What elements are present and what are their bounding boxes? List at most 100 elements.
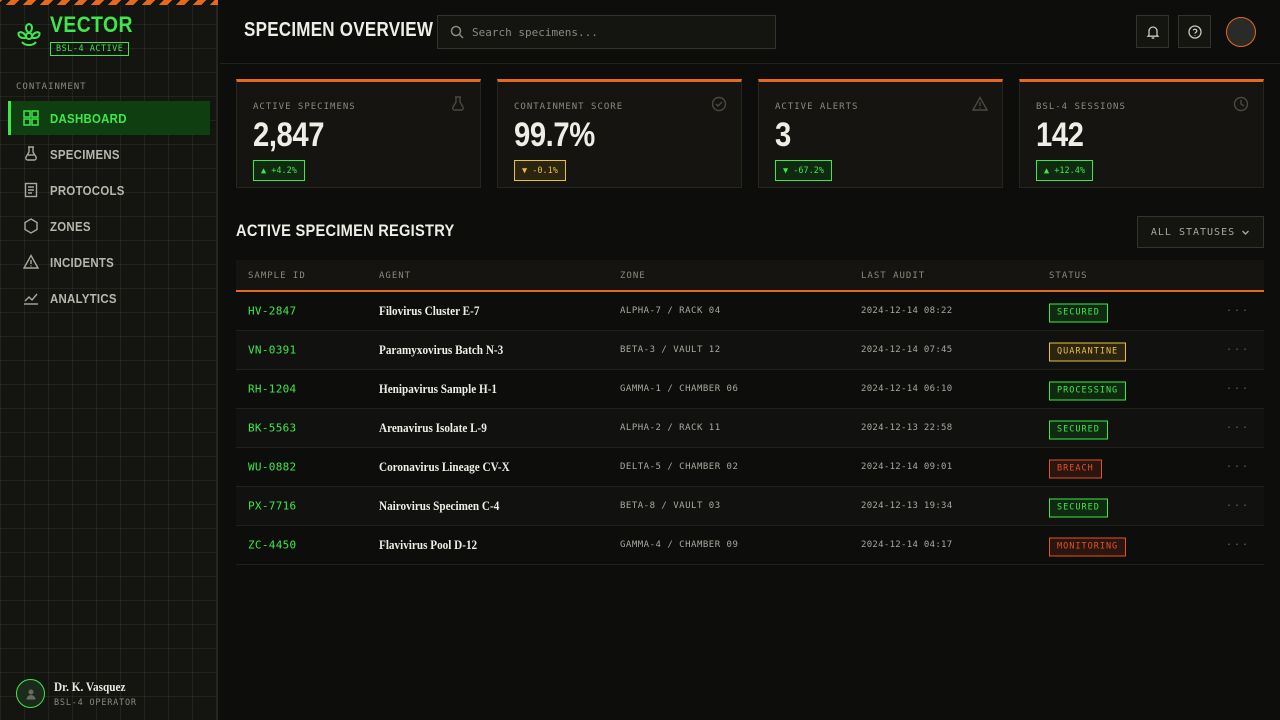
hexagon-icon bbox=[22, 217, 40, 235]
last-audit-time: 2024-12-14 07:45 bbox=[861, 345, 953, 355]
sample-id[interactable]: ZC-4450 bbox=[248, 538, 297, 552]
brand-title: VECTOR bbox=[50, 12, 133, 37]
status-filter-dropdown[interactable]: ALL STATUSES bbox=[1137, 216, 1264, 248]
table-row[interactable]: WU-0882 Coronavirus Lineage CV-X DELTA-5… bbox=[236, 448, 1264, 487]
table-row[interactable]: PX-7716 Nairovirus Specimen C-4 BETA-8 /… bbox=[236, 487, 1264, 526]
page-title: SPECIMEN OVERVIEW bbox=[244, 19, 434, 41]
bell-icon bbox=[1146, 25, 1159, 39]
stat-label: ACTIVE SPECIMENS bbox=[253, 102, 356, 112]
status-cell: MONITORING bbox=[1049, 534, 1127, 557]
sidebar-item-dashboard[interactable]: DASHBOARD bbox=[8, 101, 210, 135]
stat-value: 99.7% bbox=[514, 116, 595, 154]
sample-id[interactable]: VN-0391 bbox=[248, 343, 297, 357]
stat-card-active-alerts: ACTIVE ALERTS 3 ▼ -67.2% bbox=[758, 79, 1003, 188]
last-audit-time: 2024-12-13 19:34 bbox=[861, 501, 953, 511]
zone-location: ALPHA-7 / RACK 04 bbox=[620, 306, 721, 316]
status-badge: SECURED bbox=[1049, 420, 1108, 440]
column-header-sample-id[interactable]: SAMPLE ID bbox=[248, 271, 306, 281]
column-header-status[interactable]: STATUS bbox=[1049, 271, 1088, 281]
check-circle-icon bbox=[711, 96, 727, 112]
row-actions-button[interactable]: ··· bbox=[1225, 383, 1250, 395]
registry-title: ACTIVE SPECIMEN REGISTRY bbox=[236, 221, 455, 240]
user-icon bbox=[26, 689, 35, 699]
agent-name: Nairovirus Specimen C-4 bbox=[379, 498, 500, 513]
status-cell: SECURED bbox=[1049, 300, 1108, 323]
stat-label: CONTAINMENT SCORE bbox=[514, 102, 624, 112]
stat-label: BSL-4 SESSIONS bbox=[1036, 102, 1126, 112]
stat-delta-badge: ▼ -67.2% bbox=[775, 160, 832, 181]
sample-id[interactable]: PX-7716 bbox=[248, 499, 297, 513]
header-avatar[interactable] bbox=[1226, 17, 1256, 47]
help-button[interactable] bbox=[1178, 15, 1211, 48]
sidebar-item-protocols[interactable]: PROTOCOLS bbox=[8, 173, 210, 207]
table-row[interactable]: RH-1204 Henipavirus Sample H-1 GAMMA-1 /… bbox=[236, 370, 1264, 409]
status-cell: QUARANTINE bbox=[1049, 339, 1127, 362]
sidebar-item-specimens[interactable]: SPECIMENS bbox=[8, 137, 210, 171]
sample-id[interactable]: BK-5563 bbox=[248, 421, 297, 435]
clock-icon bbox=[1233, 96, 1249, 112]
row-actions-button[interactable]: ··· bbox=[1225, 344, 1250, 356]
status-badge: PROCESSING bbox=[1049, 381, 1127, 401]
table-row[interactable]: BK-5563 Arenavirus Isolate L-9 ALPHA-2 /… bbox=[236, 409, 1264, 448]
column-header-last-audit[interactable]: LAST AUDIT bbox=[861, 271, 926, 281]
top-header: SPECIMEN OVERVIEW bbox=[220, 0, 1280, 64]
stat-card-bsl4-sessions: BSL-4 SESSIONS 142 ▲ +12.4% bbox=[1019, 79, 1264, 188]
sidebar-item-label: PROTOCOLS bbox=[50, 182, 125, 198]
table-row[interactable]: ZC-4450 Flavivirus Pool D-12 GAMMA-4 / C… bbox=[236, 526, 1264, 565]
sidebar-section-label: CONTAINMENT bbox=[16, 82, 87, 92]
sample-id[interactable]: HV-2847 bbox=[248, 304, 297, 318]
biohazard-logo-icon bbox=[17, 22, 41, 46]
warning-triangle-icon bbox=[972, 96, 988, 111]
search-bar[interactable] bbox=[437, 15, 776, 49]
stat-delta-badge: ▲ +12.4% bbox=[1036, 160, 1093, 181]
notifications-button[interactable] bbox=[1136, 15, 1169, 48]
stat-value: 3 bbox=[775, 116, 791, 154]
brand[interactable]: VECTOR BSL-4 ACTIVE bbox=[16, 14, 144, 56]
sample-id[interactable]: RH-1204 bbox=[248, 382, 297, 396]
row-actions-button[interactable]: ··· bbox=[1225, 422, 1250, 434]
last-audit-time: 2024-12-14 08:22 bbox=[861, 306, 953, 316]
sidebar-item-incidents[interactable]: INCIDENTS bbox=[8, 245, 210, 279]
row-actions-button[interactable]: ··· bbox=[1225, 539, 1250, 551]
help-icon bbox=[1187, 24, 1202, 39]
sidebar-nav: DASHBOARD SPECIMENS PROTOCOLS ZONES INCI… bbox=[8, 101, 210, 317]
last-audit-time: 2024-12-13 22:58 bbox=[861, 423, 953, 433]
row-actions-button[interactable]: ··· bbox=[1225, 461, 1250, 473]
user-name: Dr. K. Vasquez bbox=[54, 679, 126, 694]
search-icon bbox=[450, 25, 464, 39]
search-input[interactable] bbox=[472, 25, 762, 39]
status-filter-label: ALL STATUSES bbox=[1150, 226, 1236, 238]
document-icon bbox=[22, 181, 40, 199]
sidebar-item-label: INCIDENTS bbox=[50, 254, 115, 270]
stat-delta-badge: ▼ -0.1% bbox=[514, 160, 566, 181]
chevron-down-icon bbox=[1242, 230, 1250, 235]
sidebar-item-analytics[interactable]: ANALYTICS bbox=[8, 281, 210, 315]
column-header-zone[interactable]: ZONE bbox=[620, 271, 646, 281]
row-actions-button[interactable]: ··· bbox=[1225, 500, 1250, 512]
zone-location: GAMMA-4 / CHAMBER 09 bbox=[620, 540, 739, 550]
status-cell: SECURED bbox=[1049, 495, 1108, 518]
zone-location: DELTA-5 / CHAMBER 02 bbox=[620, 462, 739, 472]
status-badge: QUARANTINE bbox=[1049, 342, 1127, 362]
sidebar-item-zones[interactable]: ZONES bbox=[8, 209, 210, 243]
agent-name: Paramyxovirus Batch N-3 bbox=[379, 342, 504, 357]
flask-icon bbox=[452, 96, 464, 111]
table-row[interactable]: HV-2847 Filovirus Cluster E-7 ALPHA-7 / … bbox=[236, 292, 1264, 331]
agent-name: Arenavirus Isolate L-9 bbox=[379, 420, 487, 435]
column-header-agent[interactable]: AGENT bbox=[379, 271, 412, 281]
containment-level-badge: BSL-4 ACTIVE bbox=[50, 42, 130, 56]
stat-card-containment-score: CONTAINMENT SCORE 99.7% ▼ -0.1% bbox=[497, 79, 742, 188]
last-audit-time: 2024-12-14 09:01 bbox=[861, 462, 953, 472]
sample-id[interactable]: WU-0882 bbox=[248, 460, 297, 474]
row-actions-button[interactable]: ··· bbox=[1225, 305, 1250, 317]
user-profile[interactable]: Dr. K. Vasquez BSL-4 OPERATOR bbox=[16, 679, 137, 708]
table-body: HV-2847 Filovirus Cluster E-7 ALPHA-7 / … bbox=[236, 292, 1264, 565]
sidebar-item-label: ZONES bbox=[50, 218, 91, 234]
status-cell: SECURED bbox=[1049, 417, 1108, 440]
table-row[interactable]: VN-0391 Paramyxovirus Batch N-3 BETA-3 /… bbox=[236, 331, 1264, 370]
stat-label: ACTIVE ALERTS bbox=[775, 102, 859, 112]
status-badge: MONITORING bbox=[1049, 537, 1127, 557]
stat-value: 2,847 bbox=[253, 116, 325, 154]
stat-value: 142 bbox=[1036, 116, 1084, 154]
status-cell: PROCESSING bbox=[1049, 378, 1127, 401]
